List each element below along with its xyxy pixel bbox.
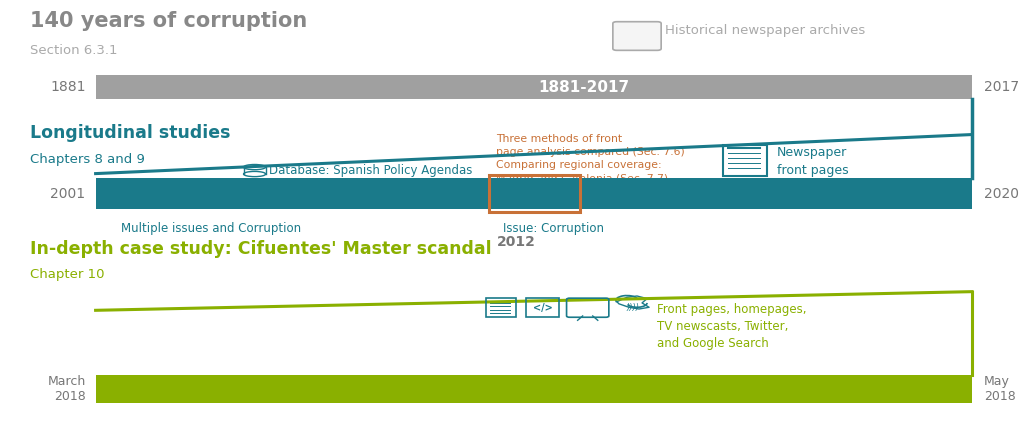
- Text: May
2018: May 2018: [984, 375, 1016, 403]
- FancyBboxPatch shape: [95, 75, 972, 99]
- Text: Database: Color Corrupcíon: Database: Color Corrupcíon: [715, 194, 878, 207]
- Text: Newspaper
front pages: Newspaper front pages: [777, 146, 849, 177]
- Text: 2001-2011: 2001-2011: [121, 186, 209, 201]
- Text: 2001: 2001: [50, 187, 86, 201]
- Text: 1881-2017: 1881-2017: [539, 79, 630, 95]
- Text: 2009: 2009: [447, 187, 483, 201]
- Text: Longitudinal studies: Longitudinal studies: [30, 124, 230, 141]
- Text: In-depth case study: Cifuentes' Master scandal: In-depth case study: Cifuentes' Master s…: [30, 240, 492, 257]
- Text: Section 6.3.1: Section 6.3.1: [30, 44, 118, 57]
- FancyBboxPatch shape: [95, 375, 972, 403]
- Text: 2020: 2020: [984, 187, 1019, 201]
- FancyBboxPatch shape: [494, 178, 972, 209]
- FancyBboxPatch shape: [95, 178, 494, 209]
- Text: 1881: 1881: [50, 80, 86, 94]
- Text: 2017: 2017: [984, 80, 1019, 94]
- Text: Chapters 8 and 9: Chapters 8 and 9: [30, 153, 145, 166]
- Text: )))): )))): [627, 303, 639, 312]
- FancyBboxPatch shape: [612, 22, 662, 50]
- Text: 2009-2019: 2009-2019: [558, 187, 642, 201]
- Text: Issue: Corruption: Issue: Corruption: [503, 222, 604, 235]
- Text: </>: </>: [532, 302, 552, 313]
- Text: Front pages, homepages,
TV newscasts, Twitter,
and Google Search: Front pages, homepages, TV newscasts, Tw…: [657, 303, 807, 350]
- Text: 140 years of corruption: 140 years of corruption: [30, 11, 307, 31]
- Text: Database: Spanish Policy Agendas: Database: Spanish Policy Agendas: [268, 164, 472, 177]
- Text: Multiple issues and Corruption: Multiple issues and Corruption: [121, 222, 301, 235]
- Text: Three methods of front
page analysis compared (Sec. 7.6)
Comparing regional cove: Three methods of front page analysis com…: [496, 134, 685, 183]
- Text: Historical newspaper archives: Historical newspaper archives: [666, 24, 865, 37]
- Text: March
2018: March 2018: [47, 375, 86, 403]
- Text: Chapter 10: Chapter 10: [30, 268, 104, 281]
- Text: March-April 2018: March-April 2018: [460, 381, 607, 396]
- Text: 2012: 2012: [497, 235, 536, 249]
